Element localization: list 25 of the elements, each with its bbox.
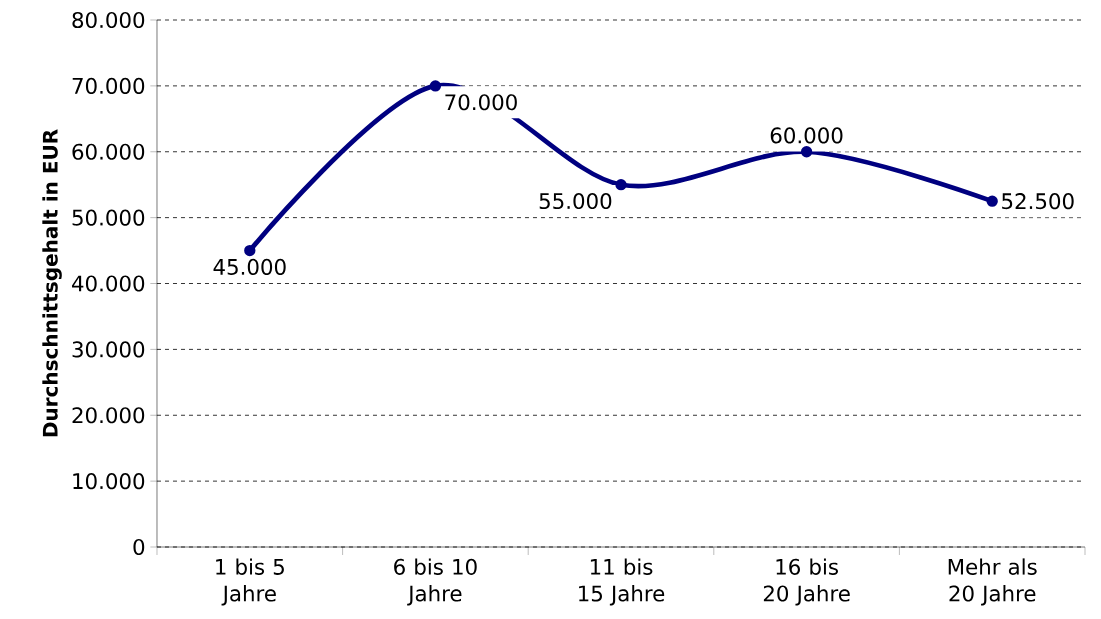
x-tick-label: 1 bis 5 Jahre	[216, 558, 284, 606]
y-tick-label: 10.000	[73, 473, 145, 490]
data-label: 55.000	[539, 192, 612, 210]
point	[429, 80, 442, 92]
y-tick-label: 70.000	[72, 77, 145, 94]
y-tick-label: 0	[133, 538, 145, 556]
x-tick-label: 6 bis 10 Jahre	[394, 558, 477, 606]
data-label: 45.000	[213, 258, 286, 275]
data-label: 70.000	[445, 94, 517, 111]
y-tick-label: 30.000	[72, 341, 145, 358]
data-label: 52.500	[1002, 193, 1074, 210]
x-tick-label: 16 bis 20 Jahre	[763, 558, 850, 606]
x-tick-label: 11 bis 15 Jahre	[579, 558, 665, 606]
x-tick-label: Mehr als 20 Jahre	[948, 558, 1037, 606]
point	[244, 244, 256, 257]
y-tick-label: 60.000	[72, 143, 145, 160]
y-tick-label: 80.000	[72, 11, 145, 29]
point	[986, 195, 998, 207]
y-tick-label: 20.000	[72, 407, 145, 424]
y-tick-label: 50.000	[72, 209, 145, 226]
data-label: 60.000	[770, 127, 843, 144]
point	[615, 179, 627, 191]
y-axis-title: Durchschnittsgehalt in EUR	[42, 129, 62, 437]
y-tick-label: 40.000	[72, 275, 145, 292]
point	[800, 146, 813, 158]
